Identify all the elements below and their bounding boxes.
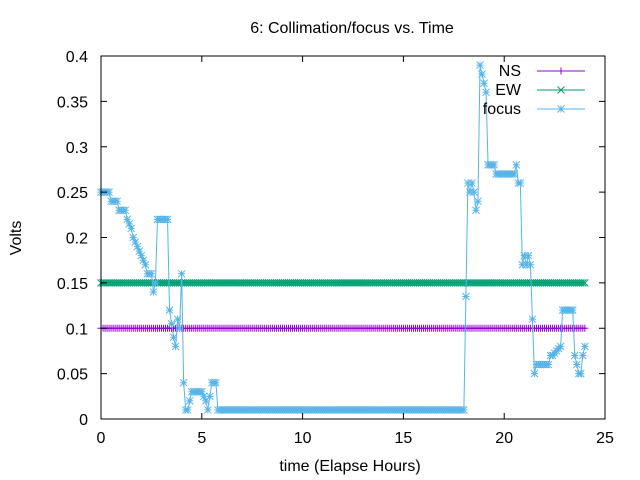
y-tick-label: 0.05 xyxy=(57,367,88,384)
data-point-focus xyxy=(206,392,214,401)
data-point-focus xyxy=(113,197,121,206)
y-tick-label: 0.15 xyxy=(57,276,88,293)
data-point-focus xyxy=(165,306,174,314)
data-point-focus xyxy=(464,179,472,187)
data-point-focus xyxy=(570,351,579,360)
data-point-focus xyxy=(530,369,539,378)
data-point-focus xyxy=(460,406,468,414)
data-point-focus xyxy=(197,387,206,396)
data-point-focus xyxy=(133,242,142,251)
legend: NS EW focus xyxy=(483,63,585,118)
data-point-focus xyxy=(516,179,525,187)
legend-marker-ew xyxy=(557,86,565,94)
data-point-focus xyxy=(526,260,535,269)
data-point-focus xyxy=(179,378,188,387)
x-tick-label: 5 xyxy=(197,430,206,447)
data-point-focus xyxy=(139,256,148,265)
data-point-focus xyxy=(556,342,565,351)
legend-label-focus: focus xyxy=(483,101,521,118)
data-point-focus xyxy=(472,206,480,215)
data-point-focus xyxy=(147,269,156,278)
data-point-focus xyxy=(175,324,184,333)
data-point-focus xyxy=(135,247,144,255)
data-point-focus xyxy=(520,251,529,260)
y-tick-label: 0.2 xyxy=(66,231,88,248)
y-tick-label: 0.4 xyxy=(66,49,88,66)
y-tick-label: 0.25 xyxy=(57,185,88,202)
data-point-focus xyxy=(163,215,172,224)
data-point-focus xyxy=(468,179,476,187)
data-point-focus xyxy=(131,238,140,246)
data-point-focus xyxy=(576,369,585,378)
data-point-focus xyxy=(201,396,210,405)
data-point-focus xyxy=(474,197,482,206)
plot-area xyxy=(97,61,589,414)
data-point-focus xyxy=(524,251,533,260)
data-point-focus xyxy=(518,260,527,269)
data-point-focus xyxy=(212,378,220,387)
legend-label-ns: NS xyxy=(499,63,521,80)
y-tick-label: 0.35 xyxy=(57,94,88,111)
data-point-ew xyxy=(578,279,587,287)
y-tick-label: 0.1 xyxy=(66,321,88,338)
chart-title: 6: Collimation/focus vs. Time xyxy=(250,20,454,37)
data-point-ns xyxy=(581,324,589,332)
y-tick-label: 0 xyxy=(79,412,88,429)
data-point-focus xyxy=(480,79,488,88)
data-point-focus xyxy=(141,260,150,269)
data-point-focus xyxy=(169,333,178,342)
x-tick-label: 15 xyxy=(395,430,413,447)
legend-marker-focus xyxy=(557,105,565,113)
data-point-focus xyxy=(167,319,176,328)
data-point-focus xyxy=(476,61,484,69)
data-point-focus xyxy=(522,260,531,269)
data-point-focus xyxy=(121,206,130,215)
data-point-focus xyxy=(528,315,537,324)
data-point-focus xyxy=(478,70,486,79)
data-point-focus xyxy=(482,88,490,97)
plot-frame xyxy=(100,55,606,420)
data-point-focus xyxy=(129,233,138,242)
data-point-focus xyxy=(466,188,474,196)
data-point-focus xyxy=(149,288,158,296)
data-point-focus xyxy=(462,292,470,301)
data-point-focus xyxy=(185,396,194,405)
data-point-focus xyxy=(137,251,146,260)
data-point-focus xyxy=(173,315,182,324)
data-point-focus xyxy=(125,220,134,228)
y-axis-label: Volts xyxy=(8,221,25,256)
data-point-focus xyxy=(512,161,521,169)
axes: 0 5 10 15 20 25 0 0.05 0.1 0.15 0.2 0.25 0.3 0.35 0.4 xyxy=(57,49,614,447)
x-axis-label: time (Elapse Hours) xyxy=(279,458,420,475)
y-tick-label: 0.3 xyxy=(66,140,88,157)
data-point-ew xyxy=(580,279,589,287)
data-point-focus xyxy=(199,392,208,401)
data-point-focus xyxy=(127,224,136,233)
data-point-focus xyxy=(123,215,132,224)
x-tick-label: 0 xyxy=(97,430,106,447)
x-tick-label: 25 xyxy=(596,430,614,447)
data-point-focus xyxy=(578,351,587,360)
x-tick-label: 10 xyxy=(294,430,312,447)
data-point-focus xyxy=(183,406,192,414)
data-point-focus xyxy=(470,188,478,196)
data-point-focus xyxy=(203,406,212,414)
data-point-focus xyxy=(151,279,160,287)
data-point-focus xyxy=(580,342,589,351)
data-point-focus xyxy=(171,342,180,351)
legend-marker-ns xyxy=(557,67,565,75)
data-point-focus xyxy=(177,269,186,278)
data-point-focus xyxy=(510,170,519,178)
data-point-focus xyxy=(490,161,498,169)
data-point-focus xyxy=(572,360,581,369)
x-tick-label: 20 xyxy=(495,430,513,447)
data-point-focus xyxy=(544,360,553,369)
data-point-focus xyxy=(105,188,113,196)
data-point-focus xyxy=(568,306,577,314)
legend-label-ew: EW xyxy=(495,82,522,99)
